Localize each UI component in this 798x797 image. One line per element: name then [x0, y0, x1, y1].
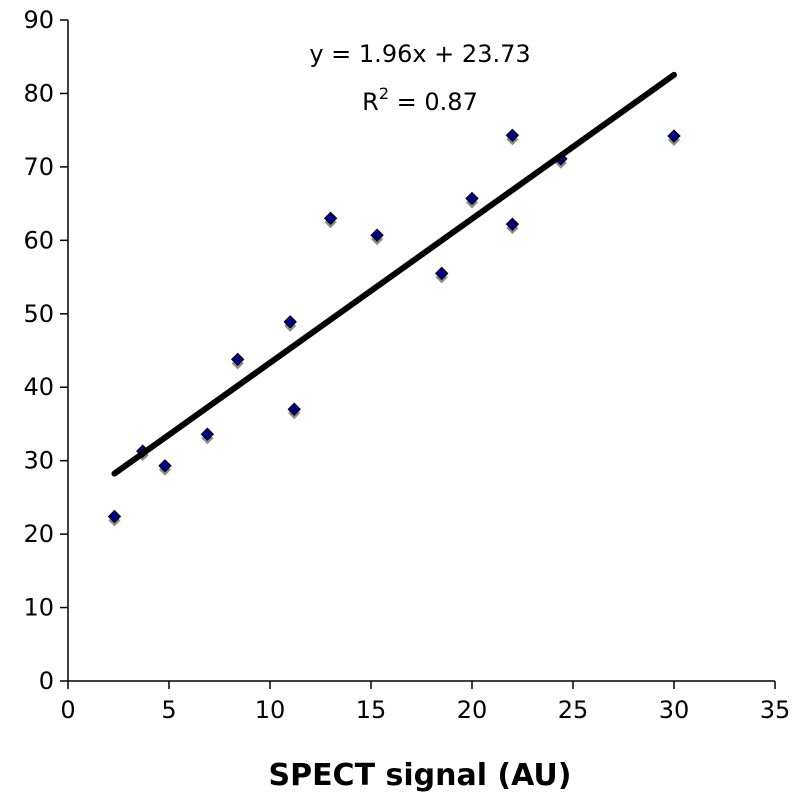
y-tick-label: 90 — [23, 6, 54, 34]
trendline — [111, 71, 677, 477]
y-tick-label: 20 — [23, 520, 54, 548]
y-tick-label: 30 — [23, 447, 54, 475]
data-point — [158, 459, 172, 473]
data-point — [107, 509, 122, 524]
r-squared-superscript: 2 — [379, 84, 389, 103]
data-point — [200, 427, 215, 441]
x-tick-label: 15 — [356, 696, 387, 724]
data-point — [667, 129, 681, 143]
data-point — [287, 402, 301, 416]
y-tick-label: 40 — [23, 373, 54, 401]
y-tick-label: 0 — [39, 667, 54, 695]
y-tick-label: 60 — [23, 226, 54, 254]
y-tick-label: 10 — [23, 594, 54, 622]
r-squared-value: = 0.87 — [389, 88, 478, 116]
x-tick-label: 5 — [161, 696, 176, 724]
x-tick-label: 35 — [760, 696, 791, 724]
r-squared-label: R2 = 0.87 — [362, 84, 478, 116]
data-point — [434, 266, 449, 281]
x-tick-label: 10 — [255, 696, 286, 724]
y-axis-ticks: 0 10 20 30 40 50 60 70 80 90 — [23, 6, 68, 695]
x-axis-title: SPECT signal (AU) — [268, 758, 571, 793]
y-tick-label: 80 — [23, 79, 54, 107]
y-tick-label: 70 — [23, 153, 54, 181]
data-point — [505, 217, 520, 231]
data-points — [107, 128, 681, 527]
y-tick-label: 50 — [23, 300, 54, 328]
data-point — [465, 191, 479, 206]
x-tick-label: 20 — [457, 696, 488, 724]
data-point — [323, 211, 338, 226]
data-point — [283, 315, 297, 329]
data-point — [370, 228, 384, 242]
x-axis-ticks: 0 5 10 15 20 25 30 35 — [60, 681, 790, 724]
data-point — [505, 128, 520, 143]
x-tick-label: 25 — [558, 696, 589, 724]
data-point — [230, 352, 245, 367]
r-squared-prefix: R — [362, 88, 379, 116]
x-tick-label: 30 — [659, 696, 690, 724]
x-tick-label: 0 — [60, 696, 75, 724]
trendline-equation: y = 1.96x + 23.73 — [309, 40, 530, 68]
